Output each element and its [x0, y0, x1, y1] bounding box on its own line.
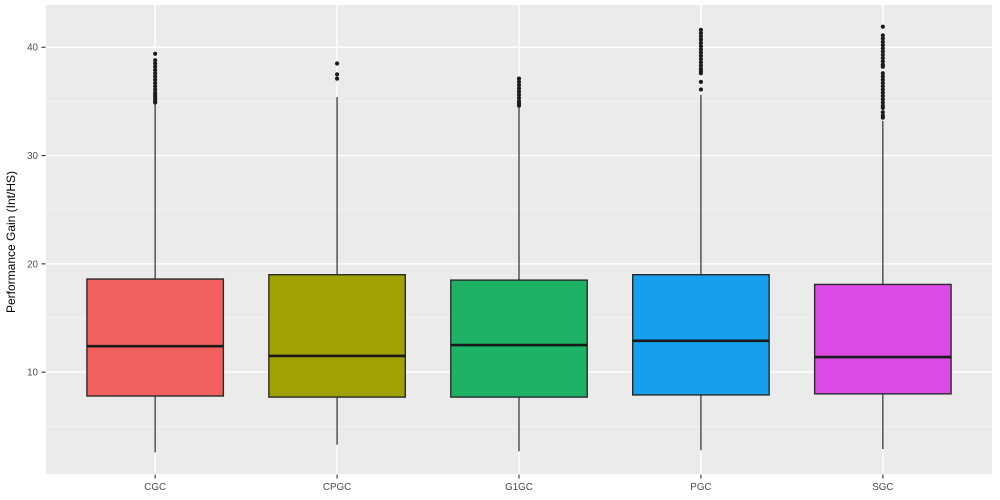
box-g1gc	[450, 279, 588, 398]
outlier-point-sgc	[880, 42, 885, 48]
outlier-point-sgc	[880, 24, 885, 29]
outlier-point-cgc	[153, 77, 158, 82]
outlier-point-g1gc	[516, 92, 522, 98]
outlier-point-sgc	[880, 84, 885, 89]
outlier-point-sgc	[880, 74, 885, 79]
outlier-point-pgc	[698, 44, 704, 49]
outlier-point-cgc	[153, 80, 158, 86]
outlier-point-cgc	[153, 71, 158, 76]
outlier-point-pgc	[698, 60, 704, 65]
outlier-point-cgc	[153, 58, 158, 63]
outlier-point-sgc	[880, 80, 885, 86]
outlier-point-g1gc	[516, 76, 522, 81]
outlier-point-sgc	[880, 87, 885, 92]
outlier-point-pgc	[698, 31, 704, 36]
outlier-point-sgc	[880, 115, 885, 120]
outlier-point-cpgc	[334, 72, 340, 77]
x-tick-label-cpgc: CPGC	[323, 482, 351, 493]
outlier-point-pgc	[698, 53, 704, 59]
outlier-point-pgc	[698, 79, 704, 85]
outlier-point-cpgc	[334, 76, 340, 81]
outlier-point-pgc	[698, 57, 704, 62]
outlier-point-sgc	[880, 39, 885, 44]
y-tick-label: 40	[27, 43, 38, 54]
outlier-point-cgc	[153, 64, 158, 69]
y-axis-title: Performance Gain (Int/HS)	[4, 171, 18, 313]
outlier-point-sgc	[880, 93, 885, 99]
outlier-point-cgc	[153, 74, 158, 79]
outlier-point-sgc	[880, 59, 885, 64]
outlier-point-pgc	[698, 37, 704, 42]
outlier-point-cgc	[153, 51, 158, 56]
outlier-point-sgc	[880, 64, 885, 69]
outlier-point-g1gc	[516, 79, 522, 85]
outlier-point-sgc	[880, 90, 885, 95]
outlier-point-pgc	[698, 34, 704, 39]
box-cgc	[86, 278, 225, 397]
outlier-point-g1gc	[516, 96, 522, 101]
x-tick-label-cgc: CGC	[144, 482, 166, 493]
outlier-point-sgc	[880, 77, 885, 82]
outlier-point-pgc	[698, 47, 704, 52]
outlier-point-pgc	[698, 71, 704, 76]
box-sgc	[813, 283, 952, 395]
outlier-point-pgc	[698, 40, 704, 46]
outlier-point-pgc	[698, 63, 704, 68]
outlier-point-sgc	[880, 97, 885, 102]
outlier-point-pgc	[698, 50, 704, 55]
outlier-point-g1gc	[516, 83, 522, 88]
outlier-point-g1gc	[516, 86, 522, 91]
outlier-point-sgc	[880, 36, 885, 41]
outlier-point-sgc	[880, 110, 885, 115]
outlier-point-sgc	[880, 71, 885, 76]
box-pgc	[632, 274, 770, 396]
outlier-point-sgc	[880, 52, 885, 57]
x-tick-label-sgc: SGC	[872, 482, 893, 493]
outlier-point-g1gc	[516, 89, 522, 94]
x-tick-label-pgc: PGC	[690, 482, 711, 493]
outlier-point-cgc	[153, 100, 158, 105]
y-tick-label: 10	[27, 368, 38, 379]
outlier-point-sgc	[880, 46, 885, 51]
outlier-point-sgc	[880, 33, 885, 38]
box-cpgc	[268, 274, 406, 398]
y-tick-label: 30	[27, 151, 38, 162]
outlier-point-pgc	[698, 87, 704, 92]
outlier-point-cgc	[153, 84, 158, 89]
outlier-point-sgc	[880, 49, 885, 54]
outlier-point-cgc	[153, 61, 158, 66]
y-tick-label: 20	[27, 259, 38, 270]
x-tick-label-g1gc: G1GC	[505, 482, 533, 493]
outlier-point-sgc	[880, 105, 885, 110]
outlier-point-cgc	[153, 87, 158, 92]
outlier-point-sgc	[880, 100, 885, 105]
outlier-point-cpgc	[334, 61, 340, 66]
outlier-point-pgc	[698, 27, 704, 33]
outlier-point-sgc	[880, 55, 885, 61]
outlier-point-g1gc	[516, 103, 522, 108]
outlier-point-cgc	[153, 67, 158, 73]
